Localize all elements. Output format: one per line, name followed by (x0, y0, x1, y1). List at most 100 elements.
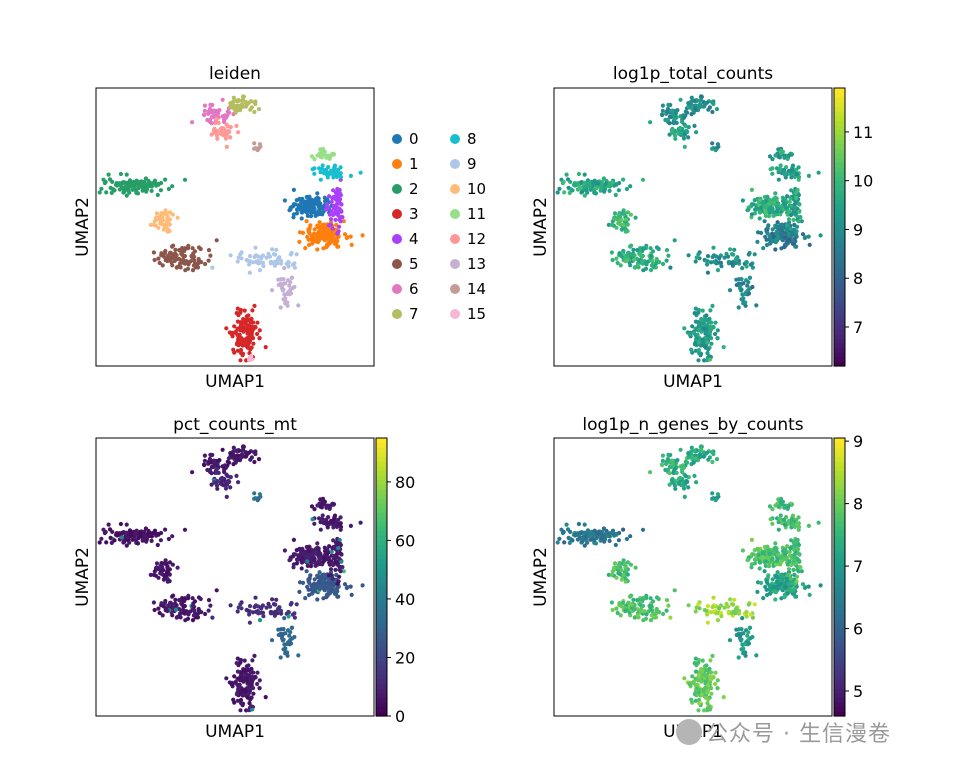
cell-point (190, 268, 196, 273)
cell-point (320, 223, 325, 228)
colorbar-segment (834, 655, 845, 661)
cell-point (763, 559, 768, 564)
cell-point (203, 611, 208, 617)
cell-point (771, 234, 776, 239)
cell-point (694, 605, 699, 610)
cell-point (309, 154, 315, 159)
cell-point (156, 575, 161, 580)
cell-point (288, 602, 293, 607)
legend-marker (392, 184, 402, 194)
cell-point (345, 235, 350, 240)
cell-point (220, 447, 225, 452)
cell-point (235, 609, 240, 614)
cell-point (358, 520, 363, 525)
cell-point (104, 190, 109, 195)
cell-point (164, 561, 169, 566)
cell-point (224, 144, 229, 149)
cell-point (332, 591, 337, 596)
cell-point (703, 679, 708, 684)
cell-point (715, 268, 721, 273)
cell-point (784, 515, 789, 520)
cell-point (693, 103, 698, 108)
cell-point (165, 258, 170, 264)
cell-point (154, 561, 160, 566)
colorbar-segment (376, 558, 387, 564)
cell-point (612, 211, 618, 216)
colorbar-segment (376, 493, 387, 499)
colorbar-segment (834, 305, 845, 311)
cell-point (249, 330, 254, 335)
cell-point (765, 545, 770, 550)
cell-point (318, 520, 323, 525)
colorbar-segment (834, 268, 845, 274)
cell-point (713, 498, 718, 503)
cell-point (674, 120, 679, 125)
cell-point (99, 186, 104, 191)
colorbar-segment (834, 245, 845, 251)
cell-point (235, 103, 240, 108)
cell-point (582, 172, 587, 177)
cell-point (790, 591, 796, 596)
cell-point (790, 588, 796, 593)
cell-point (555, 190, 560, 195)
cell-point (241, 679, 246, 684)
cell-point (238, 690, 243, 695)
cell-point (733, 261, 738, 266)
cell-point (170, 594, 175, 599)
cell-point (151, 250, 156, 255)
cell-point (670, 112, 676, 117)
colorbar-segment (834, 356, 845, 362)
cell-point (782, 522, 788, 527)
cell-point (108, 535, 113, 540)
cell-point (309, 551, 314, 557)
cell-point (255, 681, 260, 687)
cell-point (619, 227, 625, 232)
colorbar-segment (376, 498, 387, 504)
cell-point (149, 531, 154, 537)
cell-point (576, 171, 582, 177)
colorbar-segment (376, 567, 387, 573)
cell-point (588, 537, 593, 542)
colorbar-segment (376, 600, 387, 606)
cell-point (763, 213, 768, 218)
cell-point (633, 565, 638, 570)
cell-point (251, 341, 256, 346)
cell-point (307, 580, 312, 586)
cell-point (741, 281, 746, 286)
cell-point (97, 190, 102, 195)
cell-point (255, 331, 260, 337)
cell-point (744, 614, 749, 619)
cell-point (742, 291, 748, 297)
cell-point (697, 452, 703, 457)
cell-point (299, 566, 304, 571)
cell-point (682, 676, 687, 681)
cell-point (249, 316, 254, 321)
cell-point (119, 535, 124, 540)
cell-point (250, 308, 255, 313)
cell-point (252, 100, 257, 105)
cell-point (259, 256, 264, 261)
cell-point (305, 209, 310, 214)
cell-point (722, 605, 727, 610)
cell-point (775, 570, 780, 575)
cell-point (678, 447, 683, 452)
cell-point (694, 480, 699, 485)
cell-point (643, 616, 649, 621)
cell-point (785, 562, 791, 567)
cell-point (690, 674, 695, 679)
cell-point (628, 562, 634, 567)
colorbar-segment (376, 475, 387, 481)
cell-point (710, 491, 715, 496)
cell-point (588, 187, 593, 192)
cell-point (250, 336, 256, 341)
cell-point (739, 277, 744, 282)
cell-point (246, 686, 251, 691)
cell-point (259, 606, 264, 611)
cell-point (796, 174, 802, 180)
cell-point (685, 129, 690, 134)
cell-point (628, 534, 633, 539)
cell-point (793, 190, 799, 196)
cell-point (338, 219, 343, 224)
colorbar-segment (376, 595, 387, 601)
panel-leiden: leiden UMAP1 UMAP2 012345678910111213141… (73, 64, 486, 392)
